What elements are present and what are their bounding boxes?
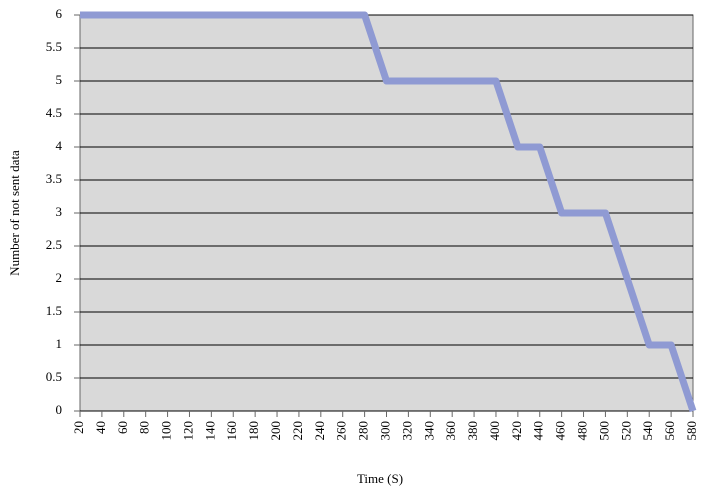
x-tick-label: 320 [399, 421, 414, 441]
y-tick-label: 2 [56, 270, 63, 285]
y-tick-label: 6 [56, 6, 63, 21]
x-tick-label: 120 [180, 421, 195, 441]
y-tick-label: 4 [56, 138, 63, 153]
x-tick-label: 100 [159, 421, 174, 441]
x-tick-label: 40 [93, 421, 108, 434]
x-tick-label: 180 [246, 421, 261, 441]
y-tick-label: 3.5 [46, 171, 62, 186]
y-tick-label: 2.5 [46, 237, 62, 252]
x-tick-label: 380 [465, 421, 480, 441]
x-tick-label: 540 [640, 421, 655, 441]
y-tick-label: 4.5 [46, 105, 62, 120]
x-tick-label: 480 [575, 421, 590, 441]
x-tick-label: 520 [618, 421, 633, 441]
data-line [80, 11, 697, 413]
y-tick-label: 5.5 [46, 39, 62, 54]
x-tick-label: 420 [509, 421, 524, 441]
x-tick-label: 560 [662, 421, 677, 441]
x-tick-label: 460 [553, 421, 568, 441]
y-axis-label: Number of not sent data [7, 150, 22, 276]
x-tick-label: 300 [377, 421, 392, 441]
x-tick-label: 580 [684, 421, 699, 441]
x-tick-label: 20 [71, 421, 86, 434]
y-tick-label: 1 [56, 336, 63, 351]
y-tick-label: 0.5 [46, 369, 62, 384]
x-tick-label: 260 [334, 421, 349, 441]
x-tick-label: 360 [443, 421, 458, 441]
x-tick-label: 440 [531, 421, 546, 441]
x-tick-label: 200 [268, 421, 283, 441]
y-tick-label: 3 [56, 204, 63, 219]
x-tick-label: 340 [421, 421, 436, 441]
x-tick-label: 80 [137, 421, 152, 434]
x-tick-label: 220 [290, 421, 305, 441]
y-tick-label: 1.5 [46, 303, 62, 318]
x-tick-label: 160 [224, 421, 239, 441]
x-tick-label: 140 [202, 421, 217, 441]
x-tick-label: 60 [115, 421, 130, 434]
x-tick-label: 240 [312, 421, 327, 441]
y-tick-label: 5 [56, 72, 63, 87]
x-tick-label: 280 [356, 421, 371, 441]
x-tick-label: 400 [487, 421, 502, 441]
x-axis-label: Time (S) [357, 471, 403, 486]
y-tick-label: 0 [56, 402, 63, 417]
x-tick-label: 500 [596, 421, 611, 441]
